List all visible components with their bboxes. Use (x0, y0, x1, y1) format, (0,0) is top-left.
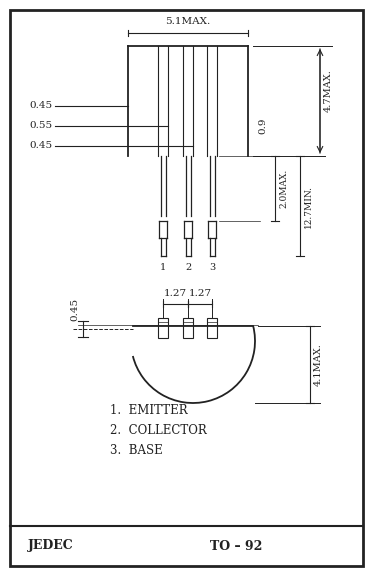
Text: 5.1MAX.: 5.1MAX. (165, 17, 211, 26)
Text: 1.27: 1.27 (188, 289, 211, 298)
Text: 4.1MAX.: 4.1MAX. (314, 343, 323, 386)
Text: 1.  EMITTER: 1. EMITTER (110, 404, 188, 418)
Text: 12.7MIN.: 12.7MIN. (304, 184, 313, 228)
Text: 0.45: 0.45 (29, 101, 52, 111)
Text: 2: 2 (185, 263, 191, 272)
Text: 0.9: 0.9 (258, 118, 267, 134)
Text: 2.  COLLECTOR: 2. COLLECTOR (110, 425, 207, 438)
Text: JEDEC: JEDEC (28, 540, 74, 552)
Text: 1.27: 1.27 (164, 289, 187, 298)
Text: 0.55: 0.55 (29, 122, 52, 131)
Text: 3: 3 (209, 263, 215, 272)
Bar (183, 318, 193, 338)
Text: 2.0MAX.: 2.0MAX. (279, 169, 288, 208)
Text: 3.  BASE: 3. BASE (110, 445, 163, 457)
Text: 4.7MAX.: 4.7MAX. (324, 70, 333, 112)
Bar (158, 318, 168, 338)
Text: 0.45: 0.45 (70, 297, 79, 321)
Bar (207, 318, 217, 338)
Text: 0.45: 0.45 (29, 142, 52, 150)
Text: TO – 92: TO – 92 (210, 540, 262, 552)
Text: 1: 1 (160, 263, 166, 272)
